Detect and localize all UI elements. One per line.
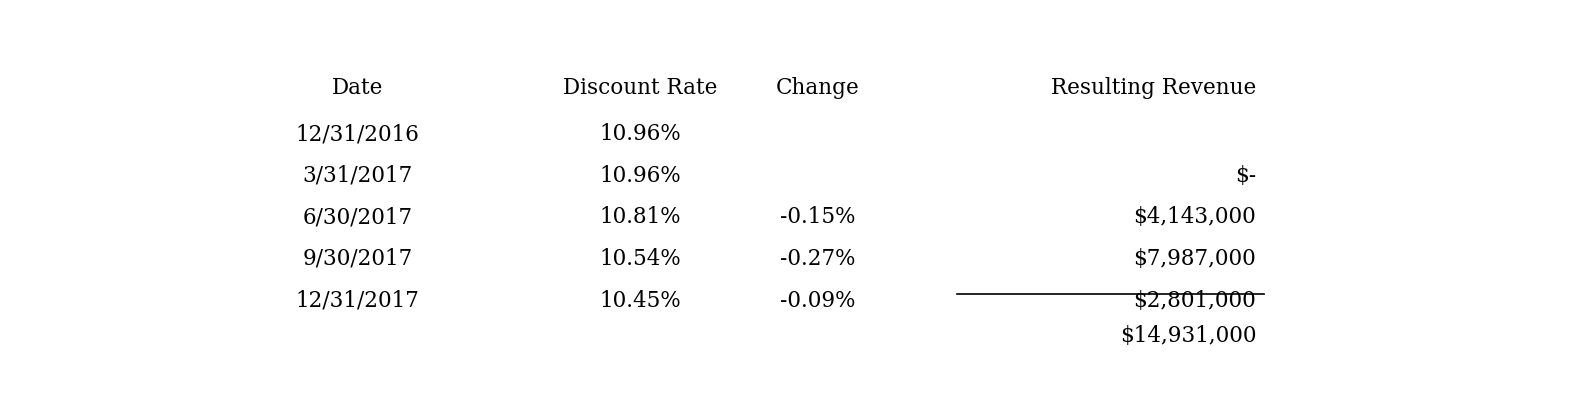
Text: 12/31/2016: 12/31/2016 <box>296 123 420 145</box>
Text: 10.96%: 10.96% <box>599 123 681 145</box>
Text: 10.96%: 10.96% <box>599 165 681 187</box>
Text: 10.45%: 10.45% <box>599 290 681 312</box>
Text: $14,931,000: $14,931,000 <box>1120 325 1256 347</box>
Text: Resulting Revenue: Resulting Revenue <box>1050 77 1256 99</box>
Text: 3/31/2017: 3/31/2017 <box>303 165 413 187</box>
Text: 10.81%: 10.81% <box>599 206 681 228</box>
Text: -0.27%: -0.27% <box>781 248 855 270</box>
Text: 6/30/2017: 6/30/2017 <box>303 206 413 228</box>
Text: 10.54%: 10.54% <box>599 248 681 270</box>
Text: Change: Change <box>776 77 860 99</box>
Text: $7,987,000: $7,987,000 <box>1134 248 1256 270</box>
Text: $-: $- <box>1236 165 1256 187</box>
Text: 12/31/2017: 12/31/2017 <box>296 290 420 312</box>
Text: 9/30/2017: 9/30/2017 <box>303 248 413 270</box>
Text: Discount Rate: Discount Rate <box>562 77 718 99</box>
Text: $2,801,000: $2,801,000 <box>1134 290 1256 312</box>
Text: -0.09%: -0.09% <box>781 290 855 312</box>
Text: -0.15%: -0.15% <box>781 206 855 228</box>
Text: Date: Date <box>333 77 383 99</box>
Text: $4,143,000: $4,143,000 <box>1134 206 1256 228</box>
